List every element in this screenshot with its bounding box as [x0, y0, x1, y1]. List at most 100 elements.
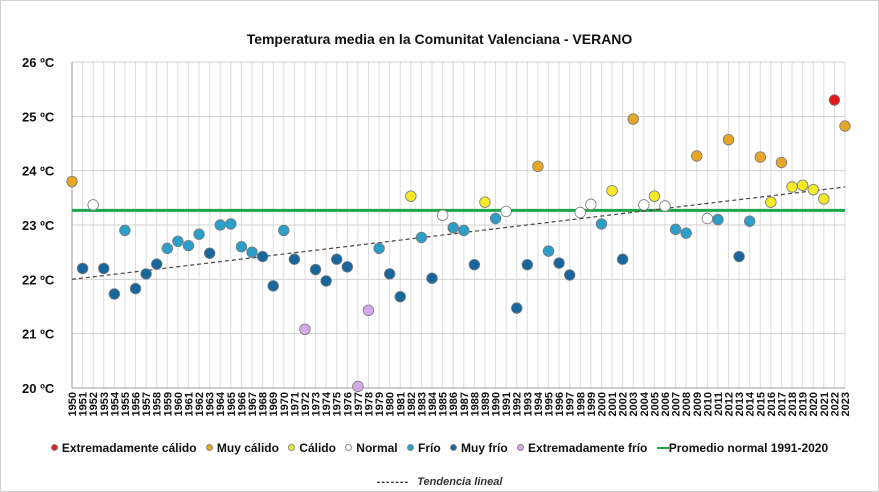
trend-legend-dash: ------- [376, 476, 410, 488]
legend: Extremadamente cálido Muy cálido Cálido … [0, 441, 879, 455]
data-point [712, 213, 724, 226]
data-point [447, 222, 459, 234]
x-tick-label: 1952 [88, 392, 100, 416]
data-point [119, 224, 131, 237]
legend-label: Extremadamente cálido [61, 441, 197, 455]
data-point [722, 133, 735, 146]
data-point [161, 242, 174, 255]
x-tick-label: 1987 [459, 392, 471, 416]
x-tick-label: 1955 [120, 392, 132, 416]
data-point [532, 160, 544, 173]
legend-marker-ec [50, 444, 58, 451]
data-point [585, 198, 597, 211]
x-tick-label: 2015 [755, 392, 767, 416]
data-point [299, 323, 311, 336]
legend-marker-f [406, 444, 414, 451]
x-tick-label: 2010 [702, 392, 714, 416]
x-tick-label: 1981 [395, 392, 407, 416]
legend-line-marker [656, 447, 669, 449]
x-tick-label: 1996 [554, 392, 566, 416]
data-point [458, 224, 470, 237]
legend-label: Extremadamente frío [528, 441, 648, 455]
data-point [616, 253, 629, 265]
x-tick-label: 2011 [713, 392, 725, 416]
x-tick-label: 2007 [671, 392, 683, 416]
x-tick-label: 1983 [416, 392, 428, 416]
data-point [140, 268, 152, 280]
data-point [214, 219, 226, 231]
x-tick-label: 2023 [840, 392, 852, 416]
data-point [638, 199, 650, 211]
x-tick-label: 1982 [406, 392, 418, 416]
x-tick-label: 2014 [745, 391, 757, 416]
x-tick-label: 2019 [798, 392, 810, 416]
data-point [278, 224, 290, 237]
x-tick-label: 1993 [522, 392, 534, 416]
data-point [765, 196, 777, 208]
x-tick-label: 1954 [109, 391, 121, 416]
data-point [754, 151, 766, 163]
x-tick-label: 2005 [649, 392, 661, 416]
x-tick-label: 2017 [776, 392, 788, 416]
legend-marker-c [288, 444, 296, 451]
data-point [341, 261, 354, 273]
legend-marker-ef [517, 444, 525, 451]
x-tick-label: 1957 [141, 392, 153, 416]
data-point [521, 258, 534, 271]
trend-line [71, 186, 846, 280]
x-tick-label: 1966 [236, 392, 248, 416]
data-point [627, 113, 639, 125]
x-tick-label: 1995 [544, 392, 556, 416]
data-point [489, 212, 502, 225]
data-point [701, 212, 714, 225]
x-tick-label: 1984 [427, 391, 439, 416]
x-tick-label: 1977 [353, 392, 365, 416]
legend-label: Promedio normal 1991-2020 [668, 441, 829, 455]
data-point [373, 242, 385, 255]
data-point [669, 223, 682, 236]
legend-item-normal: Normal [345, 441, 398, 455]
x-tick-label: 1953 [99, 392, 111, 416]
legend-item-extremadamente-frio: Extremadamente frío [517, 441, 647, 455]
chart-title: Temperatura media en la Comunitat Valenc… [246, 31, 633, 47]
data-point [479, 196, 491, 208]
data-point [839, 120, 851, 132]
x-tick-label: 2004 [639, 391, 651, 416]
data-point [383, 268, 396, 280]
data-point [362, 304, 375, 317]
data-point [680, 227, 692, 239]
data-point [468, 258, 481, 271]
data-point [659, 200, 671, 212]
x-tick-label: 1991 [501, 392, 513, 416]
x-tick-label: 1990 [491, 392, 503, 416]
legend-marker-n [345, 444, 353, 451]
x-tick-label: 2008 [681, 392, 693, 416]
data-point [415, 231, 428, 244]
y-tick-label: 26 ºC [22, 55, 55, 70]
x-tick-label: 1962 [194, 392, 206, 416]
x-tick-label: 2002 [618, 392, 630, 416]
x-tick-label: 1988 [469, 392, 481, 416]
trend-legend-label: Tendencia lineal [417, 476, 503, 488]
x-tick-label: 1951 [78, 392, 90, 416]
data-point [235, 241, 248, 253]
data-point [76, 262, 89, 275]
data-point [553, 257, 565, 269]
data-point [606, 185, 618, 197]
data-point [394, 291, 406, 303]
data-point [563, 269, 576, 281]
legend-label: Frío [417, 441, 441, 455]
x-tick-label: 2018 [787, 392, 799, 416]
x-tick-label: 2009 [692, 392, 704, 416]
x-tick-label: 1989 [480, 392, 492, 416]
x-tick-label: 1965 [226, 392, 238, 416]
x-tick-label: 2016 [766, 392, 778, 416]
legend-label: Muy frío [461, 441, 508, 455]
legend-item-calido: Cálido [288, 441, 336, 455]
data-point [648, 190, 661, 202]
data-point [225, 218, 237, 230]
x-tick-label: 1964 [215, 391, 227, 416]
x-tick-label: 1980 [385, 392, 397, 416]
x-tick-label: 1963 [205, 392, 217, 416]
x-tick-label: 1956 [131, 392, 143, 416]
